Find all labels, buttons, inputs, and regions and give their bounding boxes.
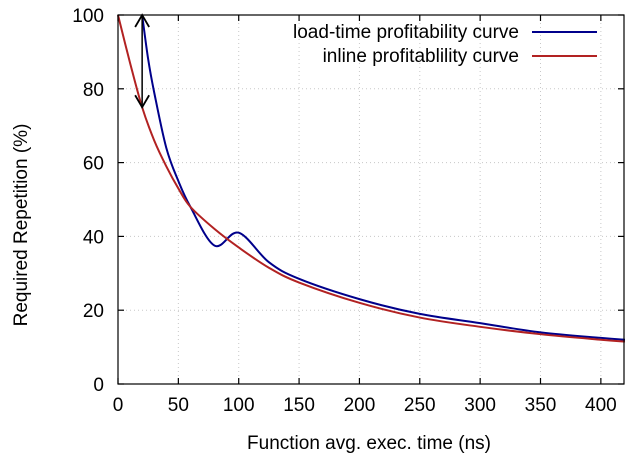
y-tick-label: 60 xyxy=(83,154,104,175)
x-tick-labels: 0 50 100 150 200 250 300 350 400 xyxy=(113,395,617,416)
x-tick-label: 250 xyxy=(404,395,436,416)
x-tick-label: 300 xyxy=(464,395,496,416)
arrow-head-bottom xyxy=(134,94,150,110)
legend: load-time profitability curve inline pro… xyxy=(293,22,597,67)
x-tick-label: 0 xyxy=(113,395,124,416)
axis-ticks xyxy=(117,14,624,385)
legend-label-load-time: load-time profitability curve xyxy=(293,22,519,43)
legend-label-inline: inline profitablility curve xyxy=(323,46,519,67)
y-tick-labels: 0 20 40 60 80 100 xyxy=(72,6,104,396)
x-tick-label: 200 xyxy=(344,395,376,416)
x-tick-label: 50 xyxy=(168,395,189,416)
y-tick-label: 0 xyxy=(93,375,104,396)
y-tick-label: 40 xyxy=(83,227,104,248)
x-tick-label: 400 xyxy=(585,395,617,416)
series-line-1 xyxy=(117,14,625,343)
y-tick-label: 20 xyxy=(83,301,104,322)
x-tick-label: 100 xyxy=(223,395,255,416)
x-axis-title: Function avg. exec. time (ns) xyxy=(247,433,491,454)
x-tick-label: 150 xyxy=(283,395,315,416)
y-tick-label: 80 xyxy=(83,80,104,101)
series-line-0 xyxy=(141,14,625,341)
x-tick-label: 350 xyxy=(525,395,557,416)
grid xyxy=(118,15,625,384)
plot-lines xyxy=(117,14,625,343)
plot-frame xyxy=(117,14,625,385)
y-axis-title: Required Repetition (%) xyxy=(11,124,32,327)
y-tick-label: 100 xyxy=(72,6,104,27)
